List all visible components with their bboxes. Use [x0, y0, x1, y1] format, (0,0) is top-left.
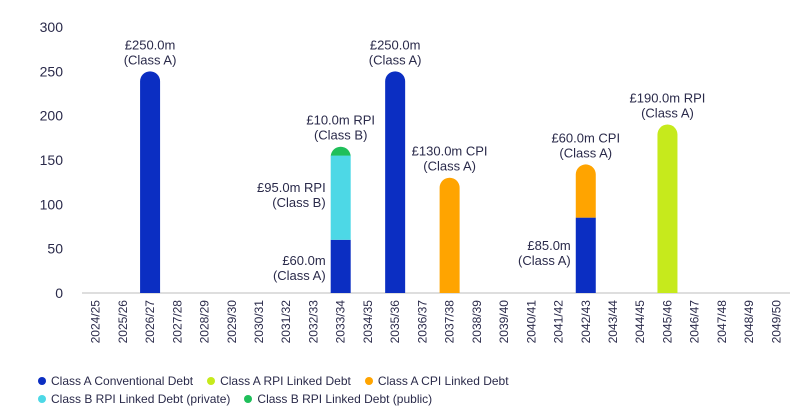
legend-item-class-b-rpi-private: Class B RPI Linked Debt (private): [38, 392, 230, 406]
bar-class-a-cpi-linked-debt-2037-38: [439, 177, 460, 293]
legend-item-class-a-cpi: Class A CPI Linked Debt: [364, 374, 509, 388]
legend-swatch-class-b-rpi-private: [38, 395, 46, 403]
y-tick-label: 0: [55, 285, 63, 301]
annotation-label: £250.0m: [370, 37, 421, 52]
x-tick-label: 2033/34: [334, 300, 348, 344]
x-tick-label: 2048/49: [742, 300, 756, 344]
annotation-label: (Class A): [518, 253, 571, 268]
x-tick-label: 2045/46: [660, 300, 674, 344]
x-tick-label: 2026/27: [143, 300, 157, 344]
legend-item-class-a-conventional: Class A Conventional Debt: [38, 374, 193, 388]
y-tick-label: 200: [40, 108, 64, 124]
bar-class-a-conventional-debt-2033-34: [330, 239, 351, 293]
annotation-label: £60.0m CPI: [551, 130, 620, 145]
y-tick-label: 250: [40, 63, 64, 79]
y-tick-label: 300: [40, 19, 64, 35]
legend-label-class-a-conventional: Class A Conventional Debt: [51, 374, 194, 388]
x-tick-label: 2036/37: [415, 300, 429, 344]
annotation-label: £95.0m RPI: [257, 180, 326, 195]
legend-item-class-a-rpi: Class A RPI Linked Debt: [207, 374, 351, 388]
x-tick-label: 2028/29: [198, 300, 212, 344]
x-tick-label: 2024/25: [89, 300, 103, 344]
x-tick-label: 2038/39: [470, 300, 484, 344]
x-tick-label: 2025/26: [116, 300, 130, 344]
x-tick-label: 2029/30: [225, 300, 239, 344]
annotation-label: (Class A): [369, 52, 422, 67]
legend-label-class-a-cpi: Class A CPI Linked Debt: [377, 374, 509, 388]
x-tick-label: 2041/42: [552, 300, 566, 344]
annotation-label: £130.0m CPI: [412, 144, 488, 159]
x-tick-label: 2047/48: [715, 300, 729, 344]
bar-class-b-rpi-linked-debt-private-2033-34: [330, 155, 351, 240]
annotation-label: £60.0m: [282, 253, 325, 268]
annotation-label: (Class B): [314, 128, 367, 143]
legend-item-class-b-rpi-public: Class B RPI Linked Debt (public): [244, 392, 432, 406]
x-tick-label: 2035/36: [388, 300, 402, 344]
annotation-label: (Class A): [641, 106, 694, 121]
y-tick-label: 150: [40, 152, 64, 168]
chart: 0 50 100 150 200 250 300 2024/25 2025/26 2026/27 2…: [40, 19, 790, 344]
legend-swatch-class-b-rpi-public: [244, 395, 253, 403]
annotation-label: £10.0m RPI: [306, 113, 375, 128]
legend-row-2: Class B RPI Linked Debt (private) Class …: [38, 390, 798, 408]
legend-label-class-b-rpi-private: Class B RPI Linked Debt (private): [51, 392, 231, 406]
bar-class-a-rpi-linked-debt-2045-46: [657, 124, 678, 293]
x-tick-label: 2043/44: [606, 300, 620, 344]
bar-class-a-conventional-debt-2026-27: [140, 71, 161, 293]
x-tick-label: 2046/47: [688, 300, 702, 344]
annotation-label: £85.0m: [527, 238, 570, 253]
annotation-label: (Class B): [272, 195, 325, 210]
annotation-label: (Class A): [273, 268, 326, 283]
legend-row-1: Class A Conventional Debt Class A RPI Li…: [38, 372, 798, 390]
legend-label-class-b-rpi-public: Class B RPI Linked Debt (public): [257, 392, 433, 406]
x-tick-label: 2031/32: [279, 300, 293, 344]
x-tick-label: 2034/35: [361, 300, 375, 344]
legend-swatch-class-a-cpi: [364, 377, 373, 385]
x-tick-label: 2032/33: [306, 300, 320, 344]
annotation-label: (Class A): [559, 145, 612, 160]
bar-class-b-rpi-linked-debt-public-2033-34: [330, 146, 351, 157]
x-tick-label: 2030/31: [252, 300, 266, 344]
annotation-label: £250.0m: [125, 37, 176, 52]
x-tick-label: 2027/28: [170, 300, 184, 344]
legend: Class A Conventional Debt Class A RPI Li…: [38, 372, 798, 408]
x-tick-label: 2040/41: [524, 300, 538, 344]
x-tick-label: 2039/40: [497, 300, 511, 344]
bar-class-a-conventional-debt-2035-36: [385, 71, 406, 293]
legend-swatch-class-a-rpi: [207, 377, 216, 385]
x-tick-label: 2044/45: [633, 300, 647, 344]
legend-swatch-class-a-conventional: [38, 377, 46, 385]
y-tick-label: 100: [40, 196, 64, 212]
legend-label-class-a-rpi: Class A RPI Linked Debt: [220, 374, 351, 388]
bar-class-a-conventional-debt-2042-43: [575, 217, 596, 293]
annotation-label: £190.0m RPI: [630, 91, 706, 106]
y-tick-label: 50: [47, 241, 63, 257]
annotation-label: (Class A): [124, 52, 177, 67]
bar-class-a-cpi-linked-debt-2042-43: [575, 164, 596, 218]
x-tick-label: 2037/38: [443, 300, 457, 344]
x-tick-label: 2042/43: [579, 300, 593, 344]
x-tick-label: 2049/50: [769, 300, 783, 344]
annotation-label: (Class A): [423, 159, 476, 174]
